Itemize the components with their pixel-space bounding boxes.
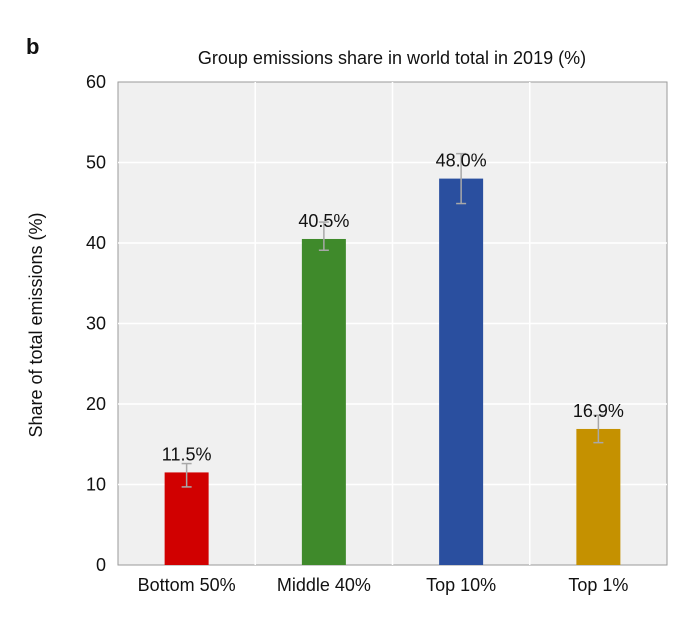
- y-tick-label-6: 60: [86, 72, 106, 92]
- y-axis-label: Share of total emissions (%): [26, 212, 46, 437]
- bar-0: [164, 472, 209, 565]
- x-category-label-1: Middle 40%: [277, 575, 371, 595]
- x-category-label-0: Bottom 50%: [138, 575, 236, 595]
- y-tick-label-2: 20: [86, 394, 106, 414]
- bar-1: [301, 238, 346, 565]
- data-label-2: 48.0%: [436, 151, 487, 171]
- panel-label: b: [26, 34, 40, 59]
- x-category-label-3: Top 1%: [568, 575, 628, 595]
- chart-title: Group emissions share in world total in …: [198, 48, 586, 68]
- y-tick-label-3: 30: [86, 314, 106, 334]
- bar-3: [576, 428, 621, 565]
- y-tick-label-1: 10: [86, 475, 106, 495]
- data-label-1: 40.5%: [298, 211, 349, 231]
- y-tick-label-5: 50: [86, 153, 106, 173]
- y-tick-label-0: 0: [96, 555, 106, 575]
- data-label-0: 11.5%: [162, 444, 212, 464]
- x-category-label-2: Top 10%: [426, 575, 496, 595]
- plot-area: 0 10 20 30 40 50 60 11.5% Bottom 50% 40.5% Middle …: [86, 72, 668, 595]
- data-label-3: 16.9%: [573, 401, 624, 421]
- bar-2: [439, 178, 484, 565]
- y-tick-label-4: 40: [86, 233, 106, 253]
